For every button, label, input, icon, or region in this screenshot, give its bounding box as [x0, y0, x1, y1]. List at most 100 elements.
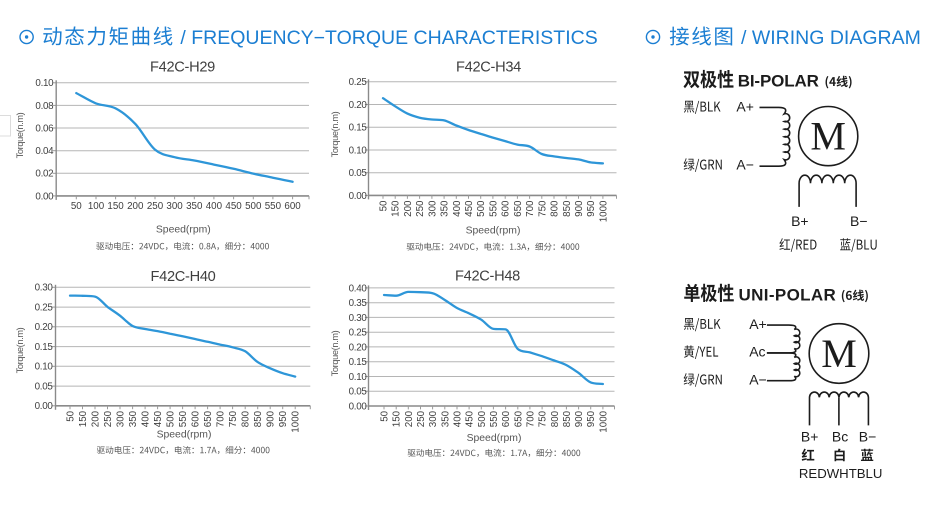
svg-text:550: 550 — [178, 410, 189, 427]
svg-text:0.00: 0.00 — [349, 191, 368, 202]
svg-text:Torque(n.m): Torque(n.m) — [330, 330, 340, 376]
svg-text:900: 900 — [574, 200, 585, 217]
svg-text:0.10: 0.10 — [35, 78, 54, 89]
svg-text:B−: B− — [850, 213, 868, 229]
svg-text:A−: A− — [736, 157, 754, 173]
svg-text:F42C-H40: F42C-H40 — [151, 269, 216, 285]
svg-text:300: 300 — [116, 410, 127, 427]
svg-text:650: 650 — [203, 410, 214, 427]
svg-text:BI-POLAR: BI-POLAR — [738, 72, 819, 91]
svg-text:B+: B+ — [801, 428, 819, 444]
svg-text:0.04: 0.04 — [35, 146, 54, 157]
svg-text:0.00: 0.00 — [35, 401, 54, 412]
svg-text:B−: B− — [859, 428, 877, 444]
svg-text:350: 350 — [440, 410, 451, 427]
svg-text:750: 750 — [228, 410, 239, 427]
svg-text:400: 400 — [453, 410, 464, 427]
svg-text:850: 850 — [562, 200, 573, 217]
svg-text:450: 450 — [465, 410, 476, 427]
svg-text:50: 50 — [380, 410, 391, 421]
svg-text:0.25: 0.25 — [349, 328, 368, 339]
svg-text:300: 300 — [166, 201, 183, 212]
svg-text:0.25: 0.25 — [35, 302, 54, 313]
svg-text:50: 50 — [66, 410, 77, 421]
svg-text:REDWHTBLU: REDWHTBLU — [799, 466, 883, 481]
svg-text:Ac: Ac — [749, 344, 765, 360]
svg-text:650: 650 — [513, 200, 524, 217]
svg-text:150: 150 — [392, 410, 403, 427]
svg-text:UNI-POLAR: UNI-POLAR — [739, 285, 837, 304]
svg-text:0.35: 0.35 — [349, 298, 368, 309]
svg-text:0.05: 0.05 — [349, 387, 368, 398]
svg-text:0.10: 0.10 — [349, 372, 368, 383]
svg-text:800: 800 — [241, 410, 252, 427]
svg-text:450: 450 — [153, 410, 164, 427]
svg-text:F42C-H48: F42C-H48 — [455, 269, 520, 285]
svg-text:400: 400 — [206, 201, 223, 212]
svg-text:200: 200 — [91, 410, 102, 427]
svg-text:600: 600 — [501, 410, 512, 427]
svg-text:350: 350 — [186, 201, 203, 212]
svg-text:200: 200 — [403, 200, 414, 217]
svg-text:Torque(n.m): Torque(n.m) — [15, 112, 25, 158]
svg-text:0.10: 0.10 — [35, 362, 54, 373]
svg-text:0.20: 0.20 — [349, 100, 368, 111]
svg-text:750: 750 — [538, 410, 549, 427]
svg-text:750: 750 — [537, 200, 548, 217]
svg-text:M: M — [810, 114, 846, 159]
svg-text:300: 300 — [427, 200, 438, 217]
svg-text:400: 400 — [452, 200, 463, 217]
svg-text:0.30: 0.30 — [349, 313, 368, 324]
svg-text:150: 150 — [107, 201, 124, 212]
svg-text:0.20: 0.20 — [349, 342, 368, 353]
svg-text:500: 500 — [245, 201, 262, 212]
svg-text:0.02: 0.02 — [35, 169, 53, 180]
svg-text:850: 850 — [562, 410, 573, 427]
svg-text:1000: 1000 — [598, 200, 609, 222]
svg-text:700: 700 — [216, 410, 227, 427]
svg-text:600: 600 — [501, 200, 512, 217]
svg-text:250: 250 — [147, 201, 164, 212]
svg-text:0.08: 0.08 — [35, 101, 54, 112]
svg-text:500: 500 — [477, 410, 488, 427]
svg-text:50: 50 — [71, 201, 82, 212]
svg-text:800: 800 — [550, 410, 561, 427]
svg-text:250: 250 — [416, 410, 427, 427]
svg-text:/ FREQUENCY−TORQUE CHARACTERIS: / FREQUENCY−TORQUE CHARACTERISTICS — [180, 27, 597, 49]
svg-text:800: 800 — [550, 200, 561, 217]
svg-text:0.20: 0.20 — [35, 322, 54, 333]
svg-text:950: 950 — [278, 410, 289, 427]
svg-text:F42C-H34: F42C-H34 — [456, 60, 521, 76]
svg-text:450: 450 — [464, 200, 475, 217]
svg-text:0.15: 0.15 — [35, 342, 54, 353]
svg-text:50: 50 — [379, 200, 390, 211]
svg-text:400: 400 — [141, 410, 152, 427]
svg-text:Torque(n.m): Torque(n.m) — [15, 327, 25, 373]
svg-text:700: 700 — [525, 410, 536, 427]
svg-text:100: 100 — [88, 201, 105, 212]
svg-text:650: 650 — [513, 410, 524, 427]
svg-text:0.10: 0.10 — [349, 145, 368, 156]
svg-text:200: 200 — [404, 410, 415, 427]
svg-text:500: 500 — [166, 410, 177, 427]
svg-text:1000: 1000 — [598, 410, 609, 432]
svg-text:0.06: 0.06 — [35, 123, 54, 134]
svg-text:0.05: 0.05 — [35, 381, 54, 392]
svg-text:0.05: 0.05 — [349, 168, 368, 179]
svg-text:A+: A+ — [749, 316, 767, 332]
svg-text:350: 350 — [128, 410, 139, 427]
svg-text:300: 300 — [428, 410, 439, 427]
svg-text:900: 900 — [574, 410, 585, 427]
svg-text:0.15: 0.15 — [349, 357, 368, 368]
svg-text:M: M — [821, 331, 857, 376]
svg-text:Torque(n.m): Torque(n.m) — [330, 111, 340, 157]
svg-text:200: 200 — [127, 201, 144, 212]
svg-text:Speed(rpm): Speed(rpm) — [466, 226, 521, 237]
svg-text:150: 150 — [78, 410, 89, 427]
svg-text:Bc: Bc — [832, 428, 848, 444]
svg-text:0.25: 0.25 — [349, 77, 368, 88]
svg-text:550: 550 — [265, 201, 282, 212]
svg-text:Speed(rpm): Speed(rpm) — [157, 430, 212, 441]
svg-text:700: 700 — [525, 200, 536, 217]
svg-text:250: 250 — [415, 200, 426, 217]
